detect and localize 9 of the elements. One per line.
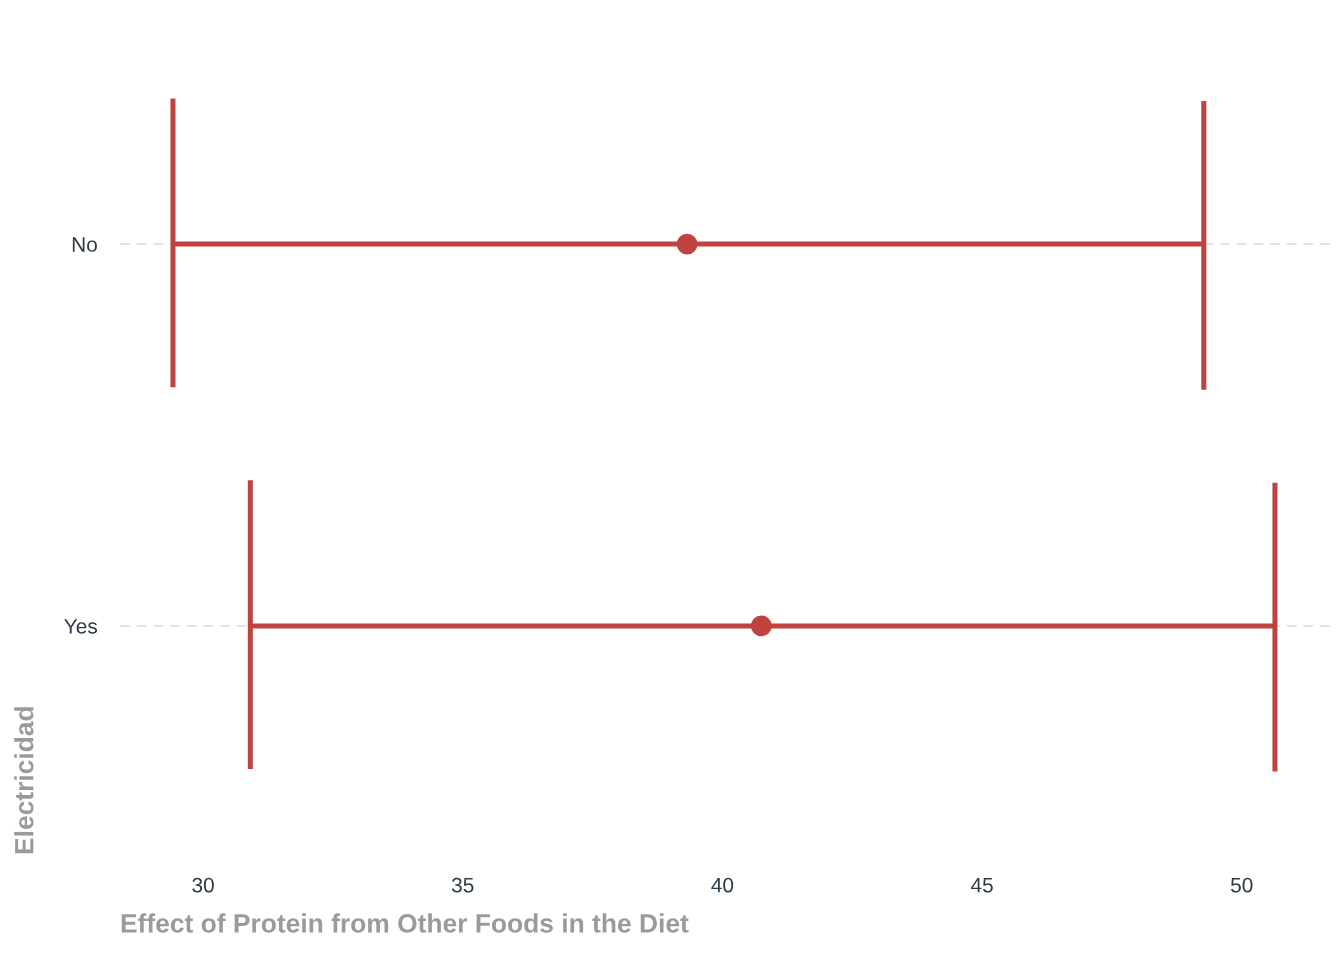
- x-tick-label: 50: [1230, 877, 1253, 893]
- x-tick-label: 40: [711, 877, 734, 893]
- y-tick-label: No: [72, 237, 97, 252]
- y-tick-label: Yes: [64, 619, 98, 634]
- x-axis-title: Effect of Protein from Other Foods in the Diet: [121, 913, 689, 933]
- x-tick-label: 45: [970, 877, 993, 893]
- x-tick-label: 35: [451, 877, 474, 893]
- y-axis-title: Electricidad: [14, 707, 34, 854]
- x-tick-label: 30: [192, 877, 214, 893]
